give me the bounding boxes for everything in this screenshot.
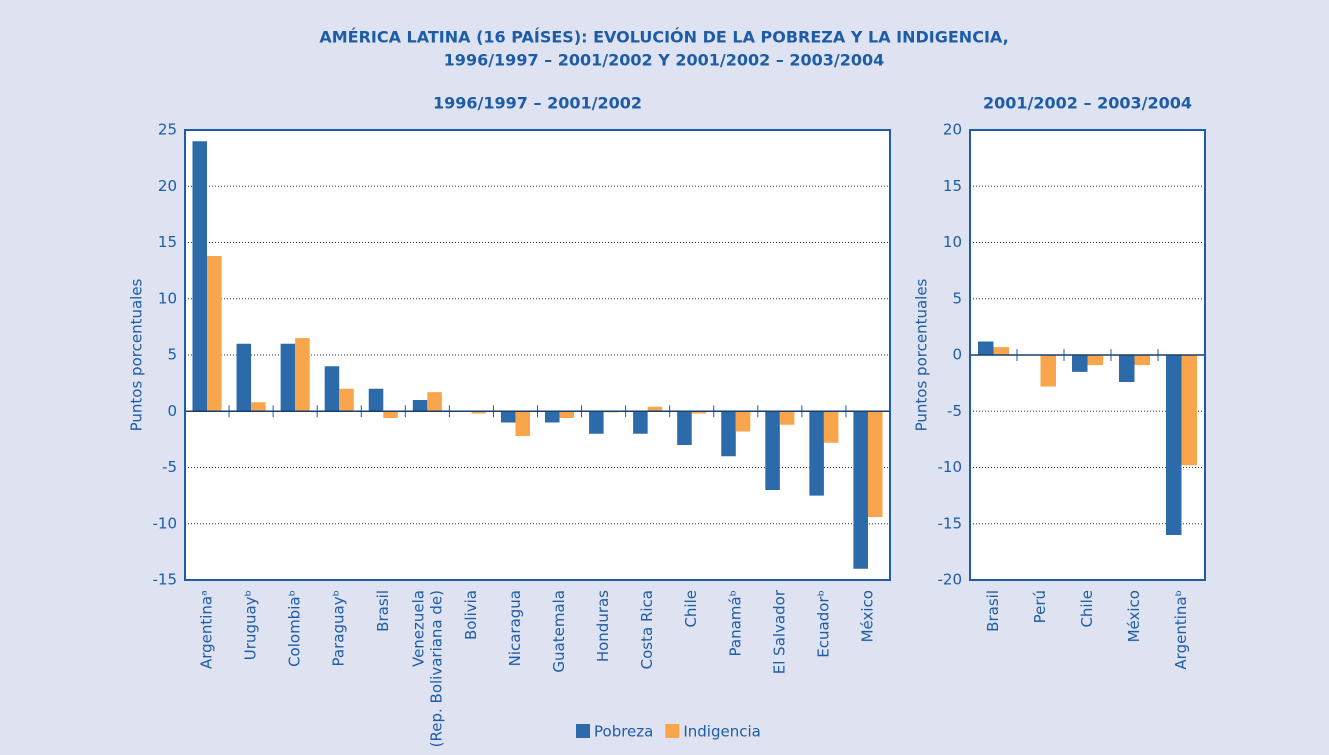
panel-title: 2001/2002 – 2003/2004 — [983, 94, 1192, 113]
x-tick-label: Brasil — [984, 590, 1002, 632]
plot-border — [969, 129, 1206, 581]
chart-title: AMÉRICA LATINA (16 PAÍSES): EVOLUCIÓN DE… — [319, 28, 1008, 47]
y-tick-label: 20 — [158, 177, 177, 195]
y-tick-label: -15 — [153, 571, 178, 589]
legend-swatch — [665, 724, 680, 738]
bar — [368, 388, 384, 412]
y-tick-label: -5 — [162, 458, 177, 476]
y-tick-label: -5 — [947, 402, 962, 420]
x-tick-label: Costa Rica — [638, 590, 656, 669]
bar — [735, 411, 751, 432]
x-tick-label: Uruguayᵇ — [242, 590, 260, 660]
chart-subtitle: 1996/1997 – 2001/2002 Y 2001/2002 – 2003… — [444, 51, 885, 70]
x-tick-label: Panamáᵇ — [726, 590, 744, 657]
bar — [515, 411, 531, 436]
x-tick-label: Venezuela(Rep. Bolivariana de) — [409, 590, 445, 747]
y-tick-label: 0 — [167, 402, 177, 420]
x-tick-label-line: (Rep. Bolivariana de) — [427, 590, 445, 747]
bar — [1087, 355, 1104, 366]
bar — [867, 411, 883, 517]
bar — [544, 411, 560, 423]
y-tick-label: 25 — [158, 121, 177, 139]
legend-label: Indigencia — [683, 723, 760, 741]
bar — [1134, 355, 1151, 366]
bar — [324, 366, 340, 412]
x-tick-label: Brasil — [374, 590, 392, 632]
x-tick-label: Ecuadorᵇ — [814, 590, 832, 658]
bar — [721, 411, 736, 457]
bar — [823, 411, 839, 443]
x-tick-label: El Salvador — [770, 589, 788, 674]
bar — [207, 256, 222, 412]
bar — [471, 411, 486, 414]
y-tick-label: -15 — [938, 514, 963, 532]
x-tick-label: Colombiaᵇ — [286, 590, 304, 667]
bar — [647, 406, 663, 412]
bar — [691, 411, 707, 414]
bar — [1071, 355, 1088, 372]
bar — [677, 411, 692, 445]
y-tick-label: 15 — [158, 233, 177, 251]
plot-border — [184, 129, 891, 581]
x-tick-label: Argentinaᵇ — [1172, 590, 1190, 670]
panel-title: 1996/1997 – 2001/2002 — [433, 94, 642, 113]
x-tick-label: México — [858, 590, 876, 642]
bar — [977, 341, 994, 355]
bar — [1118, 355, 1135, 382]
legend-label: Pobreza — [594, 723, 653, 741]
y-tick-label: -20 — [938, 571, 963, 589]
bar — [1040, 355, 1057, 387]
bar — [383, 411, 398, 418]
x-tick-label: Argentinaᵃ — [198, 590, 216, 669]
y-axis-label: Puntos porcentuales — [128, 278, 146, 431]
bar — [427, 392, 442, 412]
bar — [236, 343, 252, 412]
x-tick-label: Perú — [1031, 590, 1049, 623]
x-tick-label: Guatemala — [550, 590, 568, 673]
bar — [339, 388, 354, 412]
y-tick-label: 20 — [943, 121, 962, 139]
y-axis-label: Puntos porcentuales — [913, 278, 931, 431]
y-tick-label: 5 — [167, 346, 177, 364]
bar — [589, 411, 604, 434]
y-tick-label: 0 — [952, 346, 962, 364]
bar — [412, 400, 428, 412]
legend-swatch — [576, 724, 590, 738]
y-tick-label: -10 — [153, 514, 178, 532]
x-tick-label: Nicaragua — [506, 590, 524, 666]
y-tick-label: -10 — [938, 458, 963, 476]
bar — [853, 411, 868, 569]
bar — [993, 347, 1010, 355]
bar — [1181, 355, 1198, 466]
bar — [295, 338, 310, 412]
x-tick-label-line: Venezuela — [409, 590, 427, 667]
bar — [280, 343, 296, 412]
bar — [1165, 355, 1182, 535]
bar — [765, 411, 780, 490]
bar — [779, 411, 795, 425]
y-tick-label: 5 — [952, 289, 962, 307]
bar — [192, 141, 208, 412]
x-tick-label: Honduras — [594, 590, 612, 662]
x-tick-label: Chile — [682, 590, 700, 628]
x-tick-label: México — [1125, 590, 1143, 642]
bar — [500, 411, 516, 423]
bar — [251, 402, 266, 412]
y-tick-label: 15 — [943, 177, 962, 195]
x-tick-label: Bolivia — [462, 590, 480, 640]
x-tick-label: Paraguayᵇ — [330, 590, 348, 666]
y-tick-label: 10 — [943, 233, 962, 251]
x-tick-label: Chile — [1078, 590, 1096, 628]
bar — [809, 411, 824, 496]
y-tick-label: 10 — [158, 289, 177, 307]
bar — [559, 411, 575, 418]
bar — [633, 411, 648, 434]
